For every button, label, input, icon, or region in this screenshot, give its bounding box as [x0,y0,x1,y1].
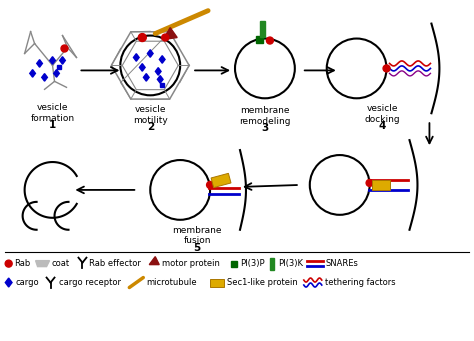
Text: 5: 5 [193,243,201,253]
Circle shape [207,181,214,189]
Bar [56,65,61,70]
Bar [160,83,164,87]
Circle shape [61,45,68,52]
Polygon shape [157,76,163,83]
Circle shape [5,260,12,267]
Circle shape [162,34,169,41]
Polygon shape [30,70,36,77]
Polygon shape [155,68,161,75]
Circle shape [327,39,387,98]
Text: vesicle
motility: vesicle motility [133,105,168,125]
Text: Rab effector: Rab effector [90,259,141,268]
Text: 2: 2 [146,122,154,132]
Polygon shape [134,54,139,61]
Circle shape [266,37,273,44]
Bar [260,20,265,36]
Polygon shape [147,50,153,57]
Circle shape [150,160,210,220]
Text: 1: 1 [49,120,56,130]
Bar [231,261,237,267]
Polygon shape [5,278,12,287]
Polygon shape [159,56,165,63]
Text: cargo receptor: cargo receptor [58,278,120,287]
Text: membrane
fusion: membrane fusion [173,226,222,245]
Bar [210,279,224,286]
Polygon shape [54,70,59,77]
Polygon shape [36,261,50,267]
Circle shape [120,35,180,95]
Bar [372,180,390,190]
Circle shape [310,155,370,215]
Circle shape [366,179,373,187]
Polygon shape [42,74,47,81]
Text: cargo: cargo [16,278,39,287]
Polygon shape [37,60,42,67]
Text: Rab: Rab [14,259,30,268]
Polygon shape [149,257,159,265]
Text: 4: 4 [379,121,386,131]
Text: Sec1-like protein: Sec1-like protein [227,278,298,287]
Bar [256,36,264,43]
Polygon shape [144,74,149,81]
Text: microtubule: microtubule [146,278,197,287]
Text: SNAREs: SNAREs [326,259,359,268]
Circle shape [235,39,295,98]
Text: PI(3)K: PI(3)K [278,259,303,268]
Text: coat: coat [52,259,70,268]
Bar [211,173,231,188]
Bar [270,258,274,270]
Circle shape [138,33,146,42]
Polygon shape [50,57,55,64]
Text: 3: 3 [261,123,269,133]
Polygon shape [139,64,145,71]
Polygon shape [163,28,177,40]
Polygon shape [60,57,65,64]
Circle shape [383,65,390,72]
Text: tethering factors: tethering factors [325,278,395,287]
Text: motor protein: motor protein [162,259,220,268]
Text: membrane
remodeling: membrane remodeling [239,106,291,126]
Text: vesicle
formation: vesicle formation [30,103,74,123]
Text: vesicle
docking: vesicle docking [365,104,401,124]
Text: PI(3)P: PI(3)P [240,259,264,268]
